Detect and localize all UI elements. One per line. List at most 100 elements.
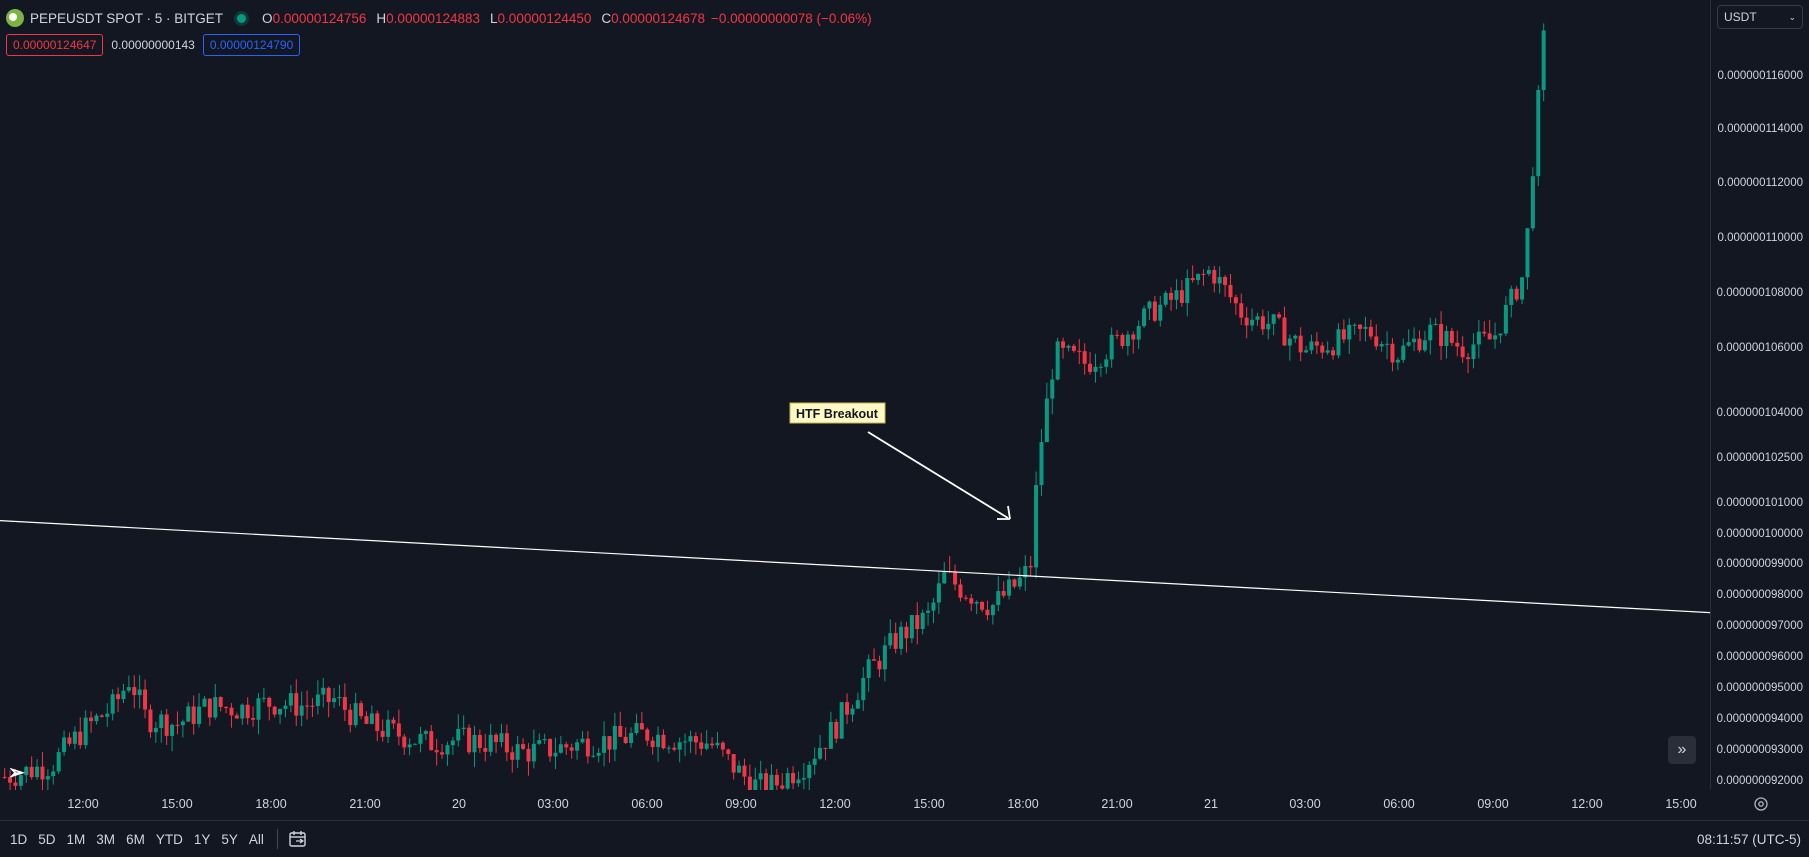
candle-body [1179,290,1184,303]
candle-body [596,752,601,756]
candle-body [1142,308,1147,327]
market-status-icon[interactable] [237,13,247,23]
time-tick-label: 09:00 [725,797,756,811]
candle-body [456,728,461,741]
price-chart[interactable]: HTF Breakout [0,0,1711,808]
price-tick-label: 0.000000096000 [1717,651,1803,663]
candle-body [1314,341,1319,346]
candle-body [105,713,110,717]
price-tick-label: 0.000000094000 [1717,713,1803,725]
candle-body [1039,442,1044,486]
range-5d-button[interactable]: 5D [38,831,56,847]
candle-body [418,733,423,744]
candle-body [1250,319,1255,326]
range-selector: 1D 5D 1M 3M 6M YTD 1Y 5Y All [10,821,308,857]
scroll-to-realtime-button[interactable]: » [1668,736,1696,764]
range-1y-button[interactable]: 1Y [193,831,211,847]
buy-price-button[interactable]: 0.00000124790 [202,34,301,56]
candle-body [1449,330,1454,343]
range-3m-button[interactable]: 3M [96,831,116,847]
sell-price-button[interactable]: 0.00000124647 [6,34,104,56]
candle-body [24,766,29,776]
candle-body [245,704,250,719]
price-axis[interactable]: 0.000000116000 0.000000114000 0.0000001120… [1710,0,1809,790]
symbol-legend: PEPEUSDT SPOT · 5 · BITGET O 0.0000012475… [6,6,872,30]
candle-body [240,704,245,719]
time-axis[interactable]: 12:00 15:00 18:00 21:00 20 03:00 06:00 09:00 12:… [0,790,1710,820]
session-clock[interactable]: 08:11:57 (UTC-5) [1696,831,1801,847]
open-label: O [262,10,273,26]
candle-body [1271,314,1276,324]
time-tick-label: 21:00 [349,797,380,811]
candle-body [558,744,563,753]
candle-body [353,703,358,726]
candle-body [35,766,40,778]
candle-body [1331,350,1336,356]
candle-body [348,709,353,726]
candle-body [461,727,466,729]
candle-body [1385,343,1390,345]
candle-body [828,721,833,749]
candle-body [1066,345,1071,348]
annotation-arrowhead [997,505,1011,520]
candle-body [477,734,482,749]
calendar-range-icon[interactable] [288,829,308,849]
candle-body [1282,317,1287,346]
candle-body [936,583,941,603]
candle-body [1223,277,1228,286]
candle-body [18,775,23,786]
range-5y-button[interactable]: 5Y [221,831,238,847]
candle-body [899,626,904,649]
tradingview-logo-icon[interactable]: ➢ [8,762,25,784]
range-ytd-button[interactable]: YTD [155,831,183,847]
candle-body [180,721,185,726]
price-tick-label: 0.000000112000 [1718,177,1804,189]
candle-body [67,737,72,744]
candle-body [969,598,974,604]
candle-body [618,725,623,737]
time-scale: 12:00 15:00 18:00 21:00 20 03:00 06:00 09:00 12:… [67,797,1696,811]
candle-body [823,747,828,749]
candle-body [1417,338,1422,351]
candle-body [380,730,385,737]
range-6m-button[interactable]: 6M [126,831,145,847]
high-label: H [376,10,387,26]
candle-body [801,778,806,780]
candle-body [1104,359,1109,367]
candle-body [1055,341,1060,380]
candle-body [483,748,488,752]
candle-body [256,698,261,720]
candle-body [1017,577,1022,587]
range-1d-button[interactable]: 1D [10,831,28,847]
candle-body [758,773,763,780]
candle-body [213,697,218,718]
range-1m-button[interactable]: 1M [66,831,86,847]
price-tick-label: 0.000000099000 [1717,558,1803,570]
candle-body [202,698,207,707]
candle-body [1185,278,1190,303]
chart-area[interactable]: HTF Breakout [0,0,1711,808]
candle-body [1152,301,1157,321]
candle-body [375,713,380,731]
candle-body [1368,326,1373,337]
candle-body [737,765,742,773]
symbol-title[interactable]: PEPEUSDT SPOT · 5 · BITGET [30,10,224,26]
currency-select[interactable]: USDT ⌄ [1717,5,1803,29]
candle-body [342,696,347,710]
candle-body [677,742,682,750]
candle-body [423,731,428,734]
candle-body [62,737,67,753]
candle-body [1347,324,1352,340]
annotation-text: HTF Breakout [796,407,879,421]
candle-body [855,700,860,709]
candle-body [1466,357,1471,360]
candle-body [132,687,137,696]
candle-body [1390,343,1395,363]
candle-body [148,709,153,733]
range-all-button[interactable]: All [248,831,264,847]
candle-body [1363,326,1368,329]
candle-body [1201,273,1206,275]
settings-icon[interactable] [1752,795,1770,813]
candle-body [650,740,655,747]
time-tick-label: 12:00 [1571,797,1602,811]
